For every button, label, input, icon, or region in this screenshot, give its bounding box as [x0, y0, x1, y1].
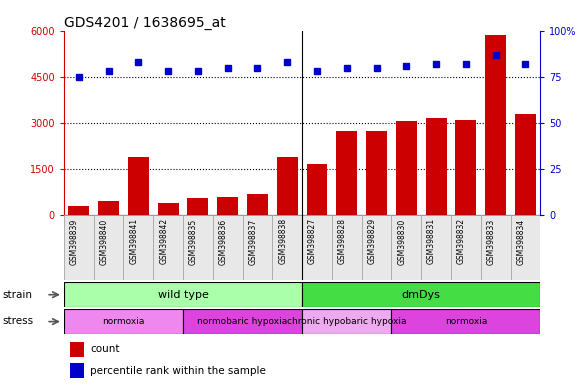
Text: normobaric hypoxia: normobaric hypoxia: [198, 317, 288, 326]
Text: percentile rank within the sample: percentile rank within the sample: [90, 366, 266, 376]
Text: GDS4201 / 1638695_at: GDS4201 / 1638695_at: [64, 16, 225, 30]
Text: GSM398830: GSM398830: [397, 218, 406, 265]
Bar: [64, 215, 94, 280]
Bar: [361, 215, 392, 280]
Text: GSM398828: GSM398828: [338, 218, 347, 264]
Bar: [188, 198, 209, 215]
Bar: [396, 121, 417, 215]
Bar: [302, 309, 392, 334]
Bar: [456, 120, 476, 215]
Bar: [247, 194, 268, 215]
Bar: [64, 309, 183, 334]
Bar: [69, 206, 89, 215]
Bar: [157, 203, 178, 215]
Text: GSM398839: GSM398839: [70, 218, 79, 265]
Text: GSM398833: GSM398833: [487, 218, 496, 265]
Bar: [307, 164, 328, 215]
Bar: [302, 215, 332, 280]
Bar: [332, 215, 361, 280]
Bar: [243, 215, 272, 280]
Bar: [392, 309, 540, 334]
Bar: [98, 201, 119, 215]
Text: GSM398836: GSM398836: [218, 218, 228, 265]
Bar: [426, 118, 447, 215]
Text: GSM398838: GSM398838: [278, 218, 287, 265]
Bar: [217, 197, 238, 215]
Text: chronic hypobaric hypoxia: chronic hypobaric hypoxia: [287, 317, 407, 326]
Bar: [485, 35, 506, 215]
Text: GSM398840: GSM398840: [99, 218, 109, 265]
Bar: [213, 215, 243, 280]
Bar: [366, 131, 387, 215]
Text: strain: strain: [3, 290, 33, 300]
Bar: [421, 215, 451, 280]
Bar: [128, 157, 149, 215]
Text: stress: stress: [3, 316, 34, 326]
Text: normoxia: normoxia: [444, 317, 487, 326]
Text: GSM398831: GSM398831: [427, 218, 436, 265]
Bar: [302, 282, 540, 307]
Text: GSM398829: GSM398829: [368, 218, 376, 265]
Text: GSM398842: GSM398842: [159, 218, 168, 265]
Text: normoxia: normoxia: [102, 317, 145, 326]
Bar: [515, 114, 536, 215]
Text: GSM398837: GSM398837: [249, 218, 257, 265]
Bar: [64, 282, 302, 307]
Text: GSM398827: GSM398827: [308, 218, 317, 265]
Text: GSM398832: GSM398832: [457, 218, 466, 265]
Bar: [336, 131, 357, 215]
Bar: [392, 215, 421, 280]
Bar: [183, 215, 213, 280]
Bar: [123, 215, 153, 280]
Text: GSM398841: GSM398841: [130, 218, 138, 265]
Text: count: count: [90, 344, 120, 354]
Text: GSM398834: GSM398834: [517, 218, 525, 265]
Text: wild type: wild type: [157, 290, 209, 300]
Bar: [94, 215, 123, 280]
Bar: [511, 215, 540, 280]
Bar: [451, 215, 480, 280]
Bar: [272, 215, 302, 280]
Text: GSM398835: GSM398835: [189, 218, 198, 265]
Bar: [183, 309, 302, 334]
Bar: [277, 157, 297, 215]
Bar: [480, 215, 511, 280]
Text: dmDys: dmDys: [402, 290, 440, 300]
Bar: [153, 215, 183, 280]
